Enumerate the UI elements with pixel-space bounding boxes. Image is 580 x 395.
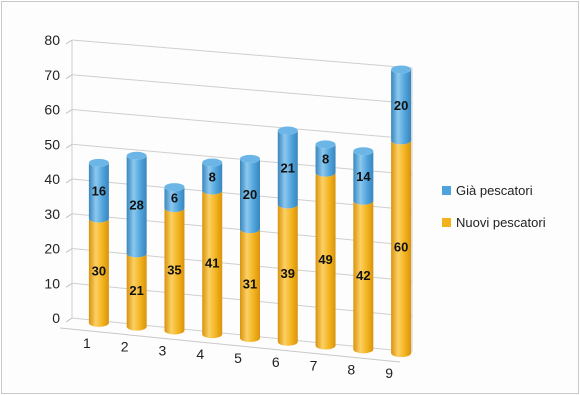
floor-tick-10 xyxy=(65,282,73,288)
floor-tick-0 xyxy=(65,317,73,323)
floor-tick-80 xyxy=(65,39,73,45)
x-tick-label: 1 xyxy=(83,335,91,351)
data-label: 6 xyxy=(171,191,178,206)
bar-cap-8 xyxy=(353,147,374,156)
x-tick-label: 5 xyxy=(234,350,242,366)
bars xyxy=(88,65,412,358)
data-label: 8 xyxy=(209,170,216,185)
x-tick-label: 7 xyxy=(310,358,318,374)
bar-cap-6 xyxy=(277,126,298,135)
x-axis-tick-labels: 1 2 3 4 5 6 7 8 9 xyxy=(83,335,393,381)
y-tick-label: 80 xyxy=(44,32,60,48)
data-label: 16 xyxy=(92,184,106,199)
bar-cap-9 xyxy=(391,65,412,74)
legend-label-nuovi-pescatori: Nuovi pescatori xyxy=(456,215,546,230)
x-tick-label: 3 xyxy=(159,342,167,358)
bar-nuovi-6 xyxy=(277,204,298,346)
data-label: 21 xyxy=(281,160,295,175)
x-tick-label: 6 xyxy=(272,354,280,370)
bar-cap-3 xyxy=(164,183,185,192)
legend-swatch-gia-pescatori xyxy=(442,186,451,195)
legend-label-gia-pescatori: Già pescatori xyxy=(456,183,533,198)
bar-nuovi-4 xyxy=(202,190,223,339)
y-tick-label: 60 xyxy=(44,102,60,118)
bar-gia-9 xyxy=(391,69,412,145)
data-label: 14 xyxy=(356,169,371,184)
bar-nuovi-9 xyxy=(391,140,412,358)
x-tick-label: 4 xyxy=(196,346,204,362)
bar-cap-5 xyxy=(240,154,260,163)
y-tick-label: 70 xyxy=(44,67,60,83)
data-label: 42 xyxy=(356,268,370,283)
data-label: 41 xyxy=(205,255,219,270)
bar-gia-6 xyxy=(277,130,298,209)
data-label: 35 xyxy=(167,262,181,277)
legend: Già pescatori Nuovi pescatori xyxy=(442,183,546,230)
y-tick-label: 20 xyxy=(44,241,60,257)
data-label: 8 xyxy=(322,152,329,167)
bar-cap-7 xyxy=(315,140,336,149)
data-label: 20 xyxy=(243,187,257,202)
bar-nuovi-2 xyxy=(126,253,147,331)
floor-tick-30 xyxy=(65,213,73,219)
bar-gia-5 xyxy=(240,158,260,234)
bar-nuovi-5 xyxy=(240,229,260,342)
gridline-70 xyxy=(71,74,413,104)
bar-gia-2 xyxy=(126,155,147,258)
bar-gia-8 xyxy=(353,151,374,205)
bar-gia-4 xyxy=(202,162,223,195)
bar-nuovi-1 xyxy=(88,218,109,327)
y-tick-label: 10 xyxy=(44,275,60,291)
x-tick-label: 9 xyxy=(385,365,393,381)
y-tick-label: 40 xyxy=(44,171,60,187)
floor-tick-20 xyxy=(65,248,73,253)
floor-front-edge xyxy=(59,327,401,363)
data-label: 39 xyxy=(281,266,295,281)
floor-tick-70 xyxy=(65,74,73,80)
bar-nuovi-3 xyxy=(164,208,185,335)
bar-cap-2 xyxy=(126,151,147,160)
data-label: 20 xyxy=(394,98,408,113)
bar-nuovi-8 xyxy=(353,200,374,354)
y-axis-tick-labels: 0 10 20 30 40 50 60 70 80 xyxy=(44,32,60,326)
data-label: 31 xyxy=(243,277,257,292)
legend-swatch-nuovi-pescatori xyxy=(442,218,451,227)
floor-tick-40 xyxy=(65,178,73,184)
bar-cap-4 xyxy=(202,158,223,167)
bar-gia-1 xyxy=(88,162,109,223)
x-tick-label: 8 xyxy=(347,361,355,377)
data-label: 30 xyxy=(92,264,106,279)
x-tick-label: 2 xyxy=(121,339,129,355)
gridline-80 xyxy=(71,39,413,69)
data-labels: 30 16 21 28 35 6 41 8 31 20 39 21 49 8 42 14 60 20 xyxy=(92,98,409,298)
bar-gia-7 xyxy=(315,144,336,177)
bar-gia-3 xyxy=(164,187,185,213)
bar-cap-1 xyxy=(88,158,109,167)
data-label: 21 xyxy=(129,283,143,298)
data-label: 49 xyxy=(318,252,332,267)
gridline-60 xyxy=(71,109,413,140)
floor-tick-50 xyxy=(65,143,73,149)
y-tick-label: 50 xyxy=(44,136,60,152)
bar-nuovi-7 xyxy=(315,172,336,350)
data-label: 60 xyxy=(394,240,408,255)
data-label: 28 xyxy=(129,198,143,213)
floor-tick-60 xyxy=(65,109,73,114)
y-tick-label: 30 xyxy=(44,206,60,222)
y-tick-label: 0 xyxy=(52,310,60,326)
